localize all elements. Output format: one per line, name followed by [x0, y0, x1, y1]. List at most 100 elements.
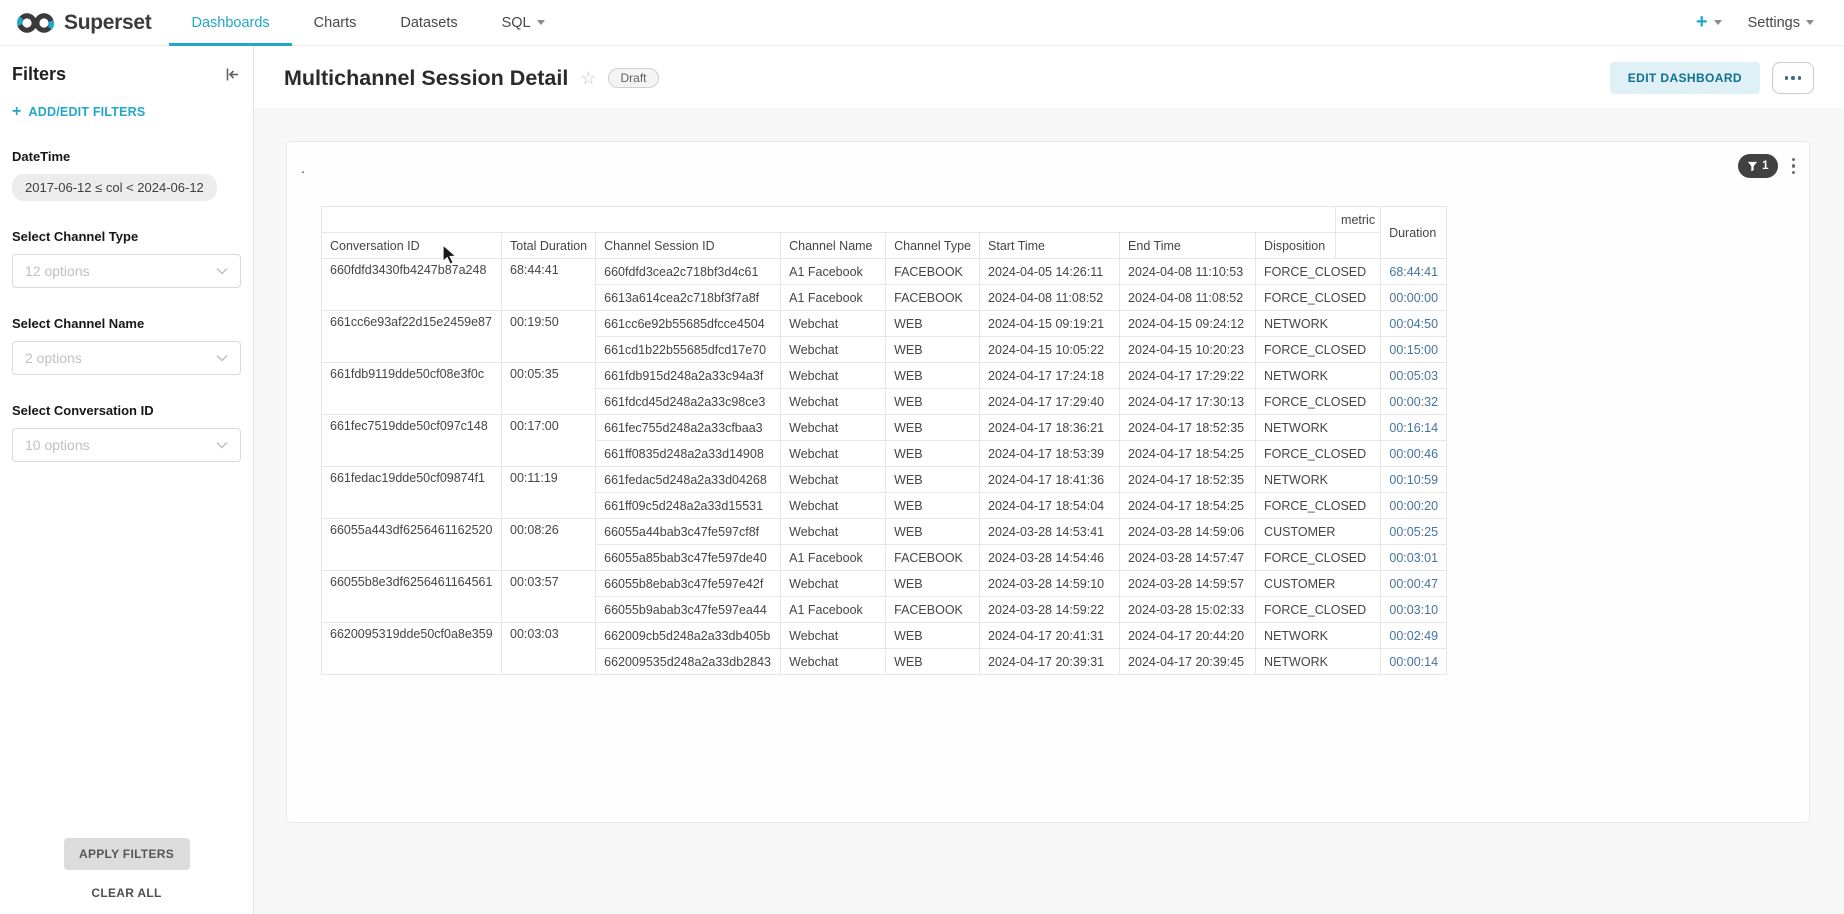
- chevron-down-icon: [1806, 20, 1814, 25]
- filter-label-channel-type: Select Channel Type: [12, 229, 139, 244]
- nav-tab-dashboards[interactable]: Dashboards: [169, 0, 292, 46]
- cell-duration: 00:05:25: [1380, 518, 1448, 545]
- cell-disposition: FORCE_CLOSED: [1255, 388, 1382, 415]
- nav-tab-datasets[interactable]: Datasets: [400, 14, 458, 31]
- column-header-channel-session-id[interactable]: Channel Session ID: [595, 232, 782, 259]
- cell-start-time: 2024-04-15 09:19:21: [979, 310, 1121, 337]
- cell-end-time: 2024-03-28 15:02:33: [1119, 596, 1257, 623]
- funnel-icon: [1748, 161, 1758, 171]
- column-header-start-time[interactable]: Start Time: [979, 232, 1121, 259]
- cell-end-time: 2024-04-08 11:10:53: [1119, 258, 1257, 285]
- cell-end-time: 2024-04-17 17:30:13: [1119, 388, 1257, 415]
- dashboard-more-menu-icon[interactable]: [1772, 62, 1814, 94]
- column-header-channel-name[interactable]: Channel Name: [780, 232, 887, 259]
- new-item-button[interactable]: +: [1696, 11, 1722, 34]
- cell-disposition: NETWORK: [1255, 310, 1382, 337]
- cell-channel-type: WEB: [885, 492, 981, 519]
- chart-kebab-menu-icon[interactable]: [1790, 156, 1798, 177]
- table-row: 661cd1b22b55685dfcd17e70 Webchat WEB 2024-0…: [322, 336, 1448, 363]
- nav-tabs: Dashboards Charts Datasets SQL: [169, 0, 567, 46]
- cell-channel-session-id: 661ff0835d248a2a33d14908: [595, 440, 782, 467]
- cell-channel-type: FACEBOOK: [885, 544, 981, 571]
- brand-name: Superset: [64, 10, 152, 34]
- cell-duration: 00:02:49: [1380, 622, 1448, 649]
- cell-channel-name: Webchat: [780, 570, 887, 597]
- channel-type-select[interactable]: 12 options: [12, 254, 241, 288]
- table-row: 662009535d248a2a33db2843 Webchat WEB 2024-0…: [322, 648, 1448, 675]
- cell-disposition: FORCE_CLOSED: [1255, 440, 1382, 467]
- column-header-end-time[interactable]: End Time: [1119, 232, 1257, 259]
- superset-logo[interactable]: Superset: [16, 0, 152, 45]
- cell-channel-session-id: 66055b8ebab3c47fe597e42f: [595, 570, 782, 597]
- cell-disposition: FORCE_CLOSED: [1255, 336, 1382, 363]
- cell-channel-type: WEB: [885, 414, 981, 441]
- filters-title: Filters: [12, 64, 67, 84]
- cell-channel-name: A1 Facebook: [780, 596, 887, 623]
- cell-disposition: CUSTOMER: [1255, 518, 1382, 545]
- cell-duration: 00:03:10: [1380, 596, 1448, 623]
- cell-conversation-id: 660fdfd3430fb4247b87a248: [321, 258, 502, 311]
- chevron-down-icon: [216, 441, 228, 449]
- column-header-disposition[interactable]: Disposition: [1255, 232, 1337, 259]
- cell-channel-name: Webchat: [780, 440, 887, 467]
- superset-infinity-icon: [17, 12, 54, 33]
- cell-channel-name: Webchat: [780, 622, 887, 649]
- add-edit-filters-button[interactable]: + ADD/EDIT FILTERS: [12, 103, 146, 120]
- nav-tab-sql[interactable]: SQL: [480, 0, 567, 45]
- conversation-id-select[interactable]: 10 options: [12, 428, 241, 462]
- cell-channel-session-id: 661cd1b22b55685dfcd17e70: [595, 336, 782, 363]
- cell-total-duration: 68:44:41: [500, 258, 597, 311]
- chart-card: . 1: [286, 141, 1810, 823]
- column-header-conversation-id[interactable]: Conversation ID: [321, 232, 502, 259]
- cell-start-time: 2024-04-05 14:26:11: [979, 258, 1121, 285]
- collapse-panel-icon[interactable]: [224, 66, 241, 83]
- table-row: 661ff09c5d248a2a33d15531 Webchat WEB 2024-0…: [322, 492, 1448, 519]
- header-spacer: [320, 206, 1337, 233]
- table-row: 660fdfd3430fb4247b87a248 68:44:41 660fdfd3…: [321, 258, 1448, 311]
- cell-channel-session-id: 661fdb915d248a2a33c94a3f: [595, 362, 782, 389]
- cell-disposition: FORCE_CLOSED: [1255, 596, 1382, 623]
- cell-duration: 00:05:03: [1380, 362, 1448, 389]
- cell-conversation-id: 661fec7519dde50cf097c148: [321, 414, 502, 467]
- edit-dashboard-button[interactable]: EDIT DASHBOARD: [1609, 62, 1760, 94]
- cell-channel-type: WEB: [885, 310, 981, 337]
- status-badge: Draft: [608, 68, 659, 88]
- cell-channel-type: FACEBOOK: [885, 258, 981, 285]
- cell-channel-session-id: 66055a44bab3c47fe597cf8f: [595, 518, 782, 545]
- table-row: 6620095319dde50cf0a8e359 00:03:03 662009cb…: [321, 622, 1448, 675]
- cell-duration: 00:04:50: [1380, 310, 1448, 337]
- column-header-channel-type[interactable]: Channel Type: [885, 232, 981, 259]
- cell-total-duration: 00:17:00: [500, 414, 597, 467]
- cell-channel-type: WEB: [885, 570, 981, 597]
- cell-channel-type: WEB: [885, 518, 981, 545]
- cell-disposition: FORCE_CLOSED: [1255, 258, 1382, 285]
- chart-title: .: [301, 160, 305, 176]
- cell-conversation-id: 661cc6e93af22d15e2459e87: [321, 310, 502, 363]
- column-header-duration[interactable]: Duration: [1380, 206, 1448, 259]
- chevron-down-icon: [1713, 20, 1722, 25]
- column-header-total-duration[interactable]: Total Duration: [500, 232, 597, 259]
- cell-duration: 00:15:00: [1380, 336, 1448, 363]
- datetime-filter-chip[interactable]: 2017-06-12 ≤ col < 2024-06-12: [12, 174, 217, 201]
- cell-start-time: 2024-04-17 17:24:18: [979, 362, 1121, 389]
- favorite-star-icon[interactable]: ☆: [580, 68, 597, 88]
- cell-start-time: 2024-04-08 11:08:52: [979, 284, 1121, 311]
- cell-conversation-id: 661fedac19dde50cf09874f1: [321, 466, 502, 519]
- applied-filters-badge[interactable]: 1: [1738, 154, 1778, 178]
- cell-channel-name: Webchat: [780, 310, 887, 337]
- cell-start-time: 2024-04-17 18:54:04: [979, 492, 1121, 519]
- clear-all-button[interactable]: CLEAR ALL: [91, 886, 162, 900]
- cell-disposition: FORCE_CLOSED: [1255, 544, 1382, 571]
- cell-channel-type: WEB: [885, 362, 981, 389]
- channel-name-select[interactable]: 2 options: [12, 341, 241, 375]
- cell-start-time: 2024-04-17 20:39:31: [979, 648, 1121, 675]
- cell-disposition: FORCE_CLOSED: [1255, 284, 1382, 311]
- cell-duration: 68:44:41: [1380, 258, 1448, 285]
- navbar-right: + Settings: [1696, 0, 1844, 45]
- apply-filters-button[interactable]: APPLY FILTERS: [63, 838, 190, 870]
- filter-label-conversation-id: Select Conversation ID: [12, 403, 154, 418]
- settings-menu[interactable]: Settings: [1748, 15, 1814, 31]
- cell-channel-session-id: 661cc6e92b55685dfcce4504: [595, 310, 782, 337]
- nav-tab-charts[interactable]: Charts: [313, 14, 357, 31]
- table-row: 661fec7519dde50cf097c148 00:17:00 661fec75…: [321, 414, 1448, 467]
